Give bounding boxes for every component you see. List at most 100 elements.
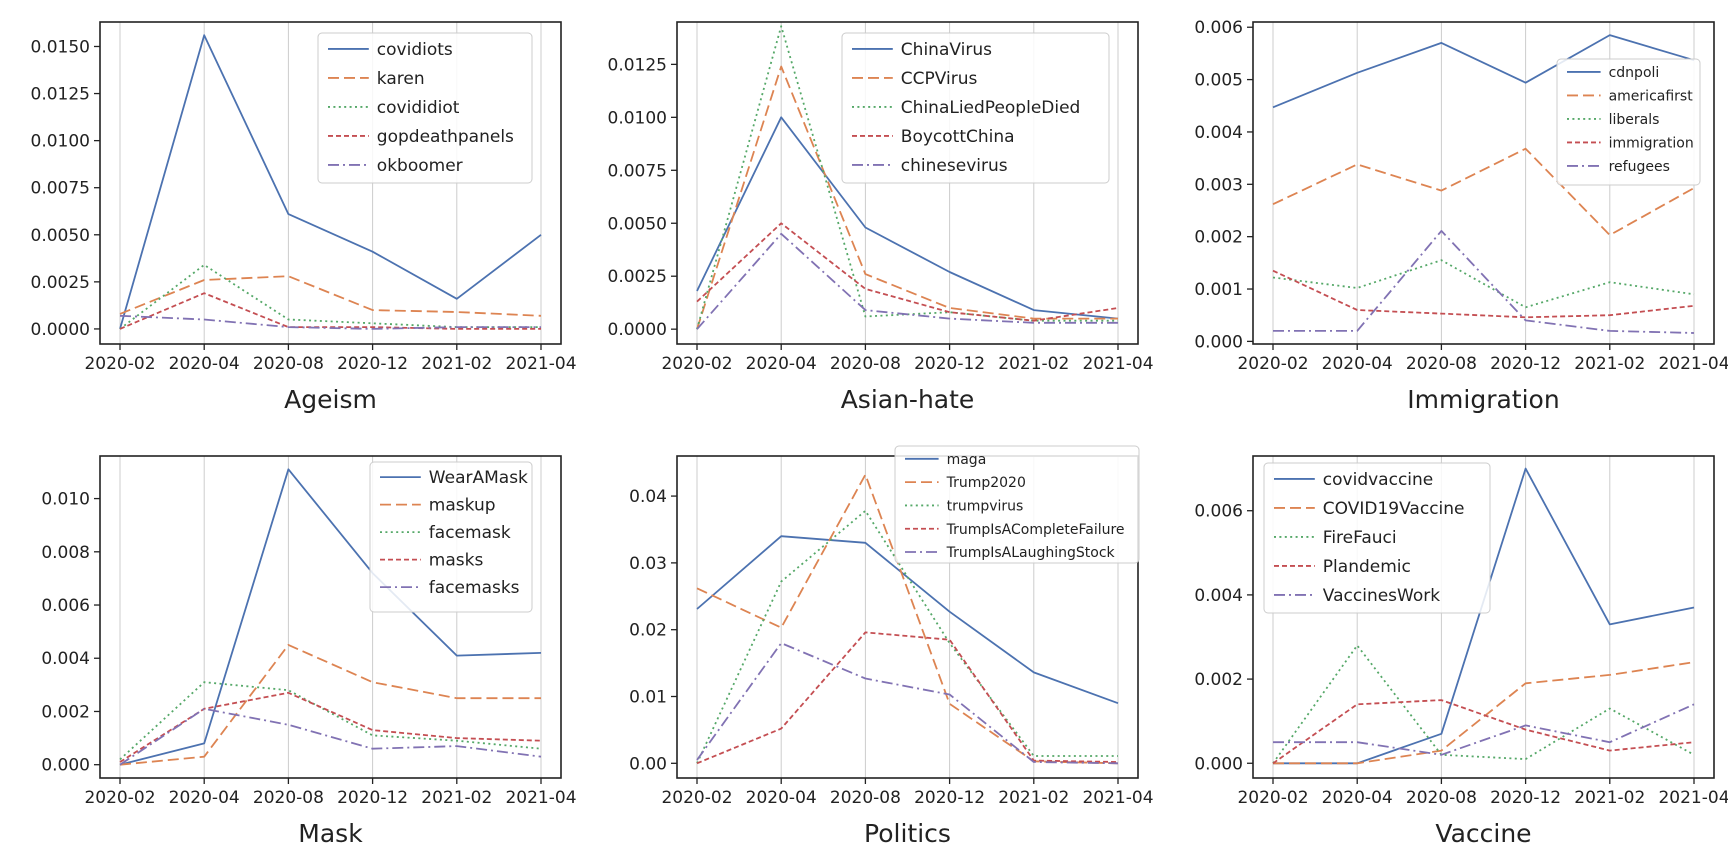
y-tick-label: 0.000	[41, 756, 90, 776]
y-tick-label: 0.0050	[608, 214, 667, 234]
x-tick-label: 2020-12	[914, 354, 985, 374]
panel-politics: 2020-02 2020-04 2020-08 2020-12 2021-02 2021-…	[629, 445, 1154, 848]
plot-frame	[1252, 21, 1715, 345]
series-line-gopdeathpanels	[119, 292, 541, 330]
x-tick-label: 2020-08	[830, 788, 901, 808]
y-tick-label: 0.01	[629, 687, 667, 707]
y-tick-label: 0.0025	[31, 273, 90, 293]
series-line-covid19vaccine	[1273, 661, 1695, 765]
y-tick-label: 0.0050	[31, 226, 90, 246]
legend-label: maga	[947, 452, 987, 468]
series-line-masks	[119, 691, 542, 763]
series-line-ccpvirus	[696, 65, 1118, 330]
x-tick-label: 2021-04	[1082, 788, 1153, 808]
legend-label: CCPVirus	[901, 69, 978, 89]
x-tick-label: 2021-02	[1574, 788, 1645, 808]
y-tick-label: 0.000	[1194, 332, 1243, 352]
y-tick-label: 0.04	[629, 487, 667, 507]
x-tick-label: 2020-04	[1322, 788, 1393, 808]
x-tick-label: 2020-04	[169, 788, 240, 808]
x-tick-label: 2020-12	[337, 788, 408, 808]
legend-label: trumpvirus	[947, 498, 1024, 514]
y-tick-label: 0.0100	[31, 132, 90, 152]
y-tick-label: 0.002	[1194, 670, 1243, 690]
legend-label: immigration	[1609, 135, 1694, 151]
legend-label: americafirst	[1609, 88, 1694, 104]
legend-label: facemasks	[429, 578, 520, 598]
y-tick-label: 0.0000	[608, 320, 667, 340]
x-tick-label: 2020-04	[746, 788, 817, 808]
x-tick-label: 2020-12	[337, 354, 408, 374]
y-tick-label: 0.004	[41, 649, 90, 669]
series-line-chinavirus	[696, 116, 1119, 320]
x-tick-label: 2021-04	[1658, 354, 1728, 374]
legend: covidiots karen covididiot gopdeathpanels ok…	[317, 32, 533, 184]
legend-label: okboomer	[377, 156, 463, 176]
legend-box	[369, 461, 533, 613]
x-tick-label: 2020-02	[661, 354, 732, 374]
series-line-chinesevirus	[696, 232, 1118, 330]
series-line-cdnpoli	[1272, 34, 1695, 109]
legend: cdnpoli americafirst liberals immigration re…	[1556, 58, 1701, 186]
x-tick-label: 2020-02	[1237, 354, 1308, 374]
series-line-trumpvirus	[696, 509, 1118, 764]
y-tick-label: 0.00	[629, 754, 667, 774]
series-line-plandemic	[1272, 699, 1695, 765]
x-tick-label: 2020-08	[830, 354, 901, 374]
x-tick-label: 2021-02	[1574, 354, 1645, 374]
x-tick-label: 2021-02	[998, 354, 1069, 374]
panel-mask: 2020-02 2020-04 2020-08 2020-12 2021-02 2021-…	[41, 455, 577, 848]
panel-title: Asian-hate	[841, 385, 975, 414]
y-tick-label: 0.002	[1194, 228, 1243, 248]
panel-title: Immigration	[1407, 385, 1559, 414]
x-tick-label: 2021-04	[1082, 354, 1153, 374]
x-tick-label: 2021-02	[421, 788, 492, 808]
legend-label: WearAMask	[429, 468, 528, 488]
legend-label: karen	[377, 69, 425, 89]
series-line-maskup	[119, 644, 541, 766]
y-tick-label: 0.005	[1194, 71, 1243, 91]
x-tick-label: 2020-04	[1322, 354, 1393, 374]
y-tick-label: 0.006	[41, 596, 90, 616]
legend: maga Trump2020 trumpvirus TrumpIsACompleteF…	[894, 445, 1140, 564]
series-line-covididiot	[119, 263, 541, 330]
legend: covidvaccine COVID19Vaccine FireFauci Pland…	[1263, 462, 1491, 614]
y-tick-label: 0.0100	[608, 108, 667, 128]
x-tick-label: 2020-02	[84, 354, 155, 374]
legend-label: Plandemic	[1323, 557, 1411, 577]
panel-title: Vaccine	[1435, 819, 1531, 848]
panel-title: Politics	[864, 819, 951, 848]
y-tick-label: 0.006	[1194, 18, 1243, 38]
y-tick-label: 0.0125	[31, 85, 90, 105]
legend-label: TrumpIsALaughingStock	[946, 545, 1116, 561]
panel-vaccine: 2020-02 2020-04 2020-08 2020-12 2021-02 2021-…	[1194, 455, 1728, 848]
y-tick-label: 0.02	[629, 621, 667, 641]
y-tick-label: 0.0150	[31, 37, 90, 57]
x-tick-label: 2020-12	[914, 788, 985, 808]
x-tick-label: 2020-12	[1490, 354, 1561, 374]
legend-label: chinesevirus	[901, 156, 1008, 176]
legend-label: maskup	[429, 496, 496, 516]
panel-immigration: 2020-02 2020-04 2020-08 2020-12 2021-02 2021-…	[1194, 18, 1728, 414]
x-tick-label: 2020-08	[253, 788, 324, 808]
series-line-americafirst	[1272, 147, 1695, 237]
plot-frame	[676, 21, 1139, 345]
x-tick-label: 2020-08	[1406, 788, 1477, 808]
x-tick-label: 2020-02	[661, 788, 732, 808]
y-tick-label: 0.0125	[608, 55, 667, 75]
y-tick-label: 0.006	[1194, 502, 1243, 522]
y-tick-label: 0.010	[41, 490, 90, 510]
y-tick-label: 0.0000	[31, 320, 90, 340]
legend-box	[1263, 462, 1491, 614]
y-tick-label: 0.008	[41, 543, 90, 563]
x-tick-label: 2021-04	[505, 354, 576, 374]
y-tick-label: 0.004	[1194, 586, 1243, 606]
series-line-liberals	[1272, 259, 1695, 309]
x-tick-label: 2020-02	[1237, 788, 1308, 808]
y-tick-label: 0.001	[1194, 280, 1243, 300]
series-line-vaccineswork	[1273, 703, 1695, 756]
legend-label: gopdeathpanels	[377, 127, 514, 147]
series-line-firefauci	[1272, 644, 1695, 764]
series-line-boycottchina	[696, 222, 1119, 322]
